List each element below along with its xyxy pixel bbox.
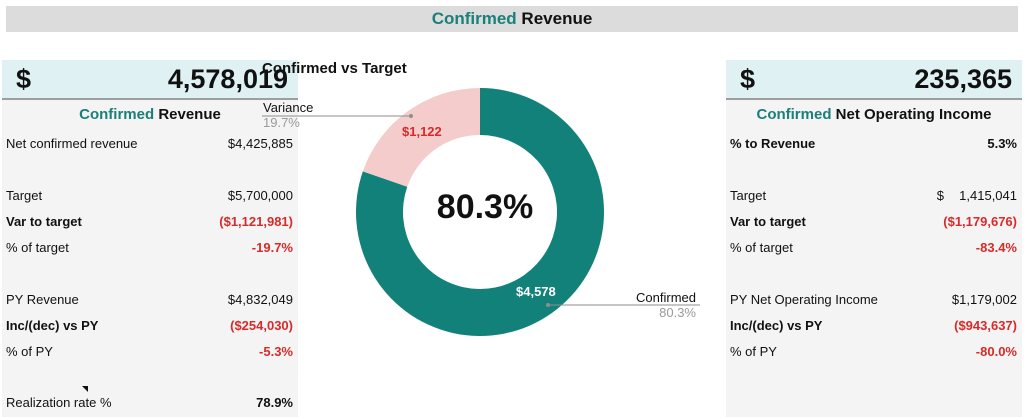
chart-title: Confirmed vs Target	[262, 60, 407, 77]
revenue-panel: $ 4,578,019 Confirmed Revenue Net confir…	[2, 60, 298, 417]
subtitle-accent: Confirmed	[756, 106, 832, 123]
variance-name: Variance	[263, 100, 314, 115]
row-inc-dec-py: Inc/(dec) vs PY ($254,030)	[2, 315, 298, 337]
row-label: % of target	[730, 240, 793, 255]
row-label: PY Net Operating Income	[730, 292, 878, 307]
row-label: Realization rate %	[6, 395, 112, 410]
currency-symbol: $	[740, 63, 756, 94]
variance-percent: 19.7%	[263, 115, 300, 130]
subtitle-accent: Confirmed	[79, 106, 155, 123]
row-value: 78.9%	[256, 395, 293, 410]
confirmed-percent: 80.3%	[659, 305, 696, 320]
row-value: 1,415,041	[959, 188, 1017, 203]
slice-variance[interactable]	[362, 88, 480, 187]
row-pct-of-py: % of PY -5.3%	[2, 341, 298, 363]
row-value: ($1,179,676)	[943, 214, 1017, 229]
row-pct-to-revenue: % to Revenue 5.3%	[726, 133, 1022, 155]
confirmed-annotation: Confirmed 80.3%	[620, 290, 696, 320]
noi-panel: $ 235,365 Confirmed Net Operating Income…	[726, 60, 1022, 417]
noi-kpi: $ 235,365	[726, 60, 1022, 100]
row-value: $5,700,000	[227, 188, 293, 203]
revenue-subtitle: Confirmed Revenue	[2, 100, 298, 130]
row-label: % of PY	[730, 344, 777, 359]
row-value: 5.3%	[987, 136, 1017, 151]
confirmed-slice-label: $4,578	[516, 284, 556, 299]
row-value: -80.0%	[975, 344, 1017, 359]
noi-big-value: 235,365	[914, 63, 1012, 94]
revenue-big-value: 4,578,019	[167, 63, 288, 94]
row-value: $4,832,049	[227, 292, 293, 307]
row-label: % of PY	[6, 344, 53, 359]
confirmed-name: Confirmed	[636, 290, 696, 305]
revenue-kpi: $ 4,578,019	[2, 60, 298, 100]
row-value: -5.3%	[259, 344, 293, 359]
comment-marker-icon[interactable]	[82, 386, 88, 392]
confirmed-leader-dot	[546, 303, 550, 307]
row-target: Target $5,700,000	[2, 185, 298, 207]
row-label: Inc/(dec) vs PY	[6, 318, 99, 333]
row-label: Var to target	[730, 214, 806, 229]
row-var-to-target: Var to target ($1,121,981)	[2, 211, 298, 233]
row-value: ($254,030)	[230, 318, 293, 333]
row-label: Target	[730, 188, 767, 203]
row-pct-of-py: % of PY -80.0%	[726, 341, 1022, 363]
row-value: $4,425,885	[227, 136, 293, 151]
subtitle-rest: Revenue	[158, 106, 221, 123]
row-value: -83.4%	[975, 240, 1017, 255]
title-accent: Confirmed	[431, 9, 517, 28]
row-label: Net confirmed revenue	[6, 136, 138, 151]
row-value: ($1,121,981)	[219, 214, 293, 229]
page-title: Confirmed Revenue	[6, 6, 1018, 32]
row-currency: $	[936, 188, 944, 203]
row-var-to-target: Var to target ($1,179,676)	[726, 211, 1022, 233]
row-label: PY Revenue	[6, 292, 79, 307]
title-rest: Revenue	[521, 9, 593, 28]
row-label: Inc/(dec) vs PY	[730, 318, 823, 333]
currency-symbol: $	[16, 63, 32, 94]
variance-annotation: Variance 19.7%	[263, 100, 313, 130]
row-label: Var to target	[6, 214, 82, 229]
slice-confirmed[interactable]	[356, 88, 604, 336]
variance-leader-dot	[409, 114, 413, 118]
variance-slice-label: $1,122	[402, 124, 442, 139]
row-label: % to Revenue	[730, 136, 816, 151]
row-pct-of-target: % of target -19.7%	[2, 237, 298, 259]
row-label: % of target	[6, 240, 69, 255]
row-realization-rate: Realization rate % 78.9%	[2, 392, 298, 414]
row-target: Target $ 1,415,041	[726, 185, 1022, 207]
row-py-revenue: PY Revenue $4,832,049	[2, 289, 298, 311]
row-value: $1,179,002	[951, 292, 1017, 307]
row-inc-dec-py: Inc/(dec) vs PY ($943,637)	[726, 315, 1022, 337]
row-net-confirmed: Net confirmed revenue $4,425,885	[2, 133, 298, 155]
row-value: -19.7%	[251, 240, 293, 255]
row-label: Target	[6, 188, 43, 203]
row-pct-of-target: % of target -83.4%	[726, 237, 1022, 259]
subtitle-rest: Net Operating Income	[835, 106, 992, 123]
noi-subtitle: Confirmed Net Operating Income	[726, 100, 1022, 130]
row-py-noi: PY Net Operating Income $1,179,002	[726, 289, 1022, 311]
center-percent: 80.3%	[436, 188, 534, 226]
row-value: ($943,637)	[954, 318, 1017, 333]
